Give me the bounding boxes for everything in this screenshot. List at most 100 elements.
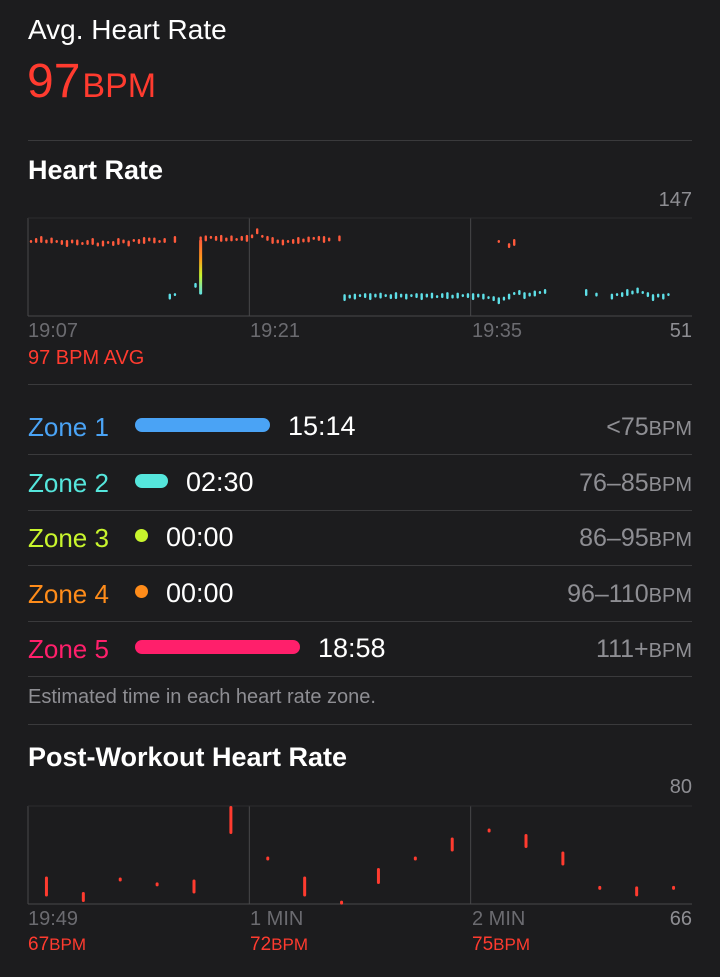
zone-name: Zone 1 (28, 412, 109, 442)
heart-rate-point (168, 293, 171, 300)
post-workout-point (118, 877, 122, 882)
post-workout-point (303, 876, 307, 897)
heart-rate-point (353, 293, 357, 300)
zones-note: Estimated time in each heart rate zone. (28, 686, 376, 708)
heart-rate-point (482, 293, 485, 300)
heart-rate-point (106, 241, 110, 244)
zone-time: 02:30 (186, 466, 254, 497)
post-workout-point (413, 856, 417, 861)
heart-rate-point (70, 239, 74, 244)
heart-rate-point (235, 237, 238, 241)
heart-rate-point (307, 236, 310, 243)
heart-rate-point (646, 292, 650, 298)
post-workout-stat: 72BPM (250, 934, 308, 955)
heart-rate-point (214, 235, 218, 241)
post-workout-stat: 67BPM (28, 934, 86, 955)
post-workout-point (155, 882, 159, 887)
heart-rate-point (584, 289, 588, 297)
heart-rate-point (302, 238, 305, 243)
heart-rate-point (225, 237, 228, 242)
heart-rate-point (405, 293, 408, 300)
zone-row: Zone 3 00:00 86–95BPM (0, 511, 720, 566)
post-workout-title: Post-Workout Heart Rate (28, 742, 348, 772)
heart-rate-point (358, 294, 362, 298)
heart-rate-point (363, 293, 367, 299)
post-workout-point (561, 851, 565, 866)
post-workout-point (672, 885, 676, 890)
heart-rate-point (34, 237, 38, 243)
heart-rate-point (456, 292, 459, 299)
heart-rate-point (327, 237, 331, 242)
zone-duration-dot (135, 584, 148, 598)
heart-rate-point (513, 239, 516, 246)
zone-duration-bar (135, 418, 270, 432)
heart-rate-point (86, 240, 89, 245)
heart-rate-point (276, 239, 279, 244)
heart-rate-point (389, 294, 393, 300)
heart-rate-point (636, 287, 639, 294)
heart-rate-point (338, 235, 341, 242)
heart-rate-point (430, 292, 434, 299)
zone-separator (28, 565, 692, 566)
heart-rate-point (441, 293, 444, 299)
zone-range: 96–110BPM (567, 579, 692, 608)
heart-rate-point (518, 290, 521, 296)
post-workout-point (266, 856, 270, 861)
heart-rate-point (204, 235, 207, 242)
avg-heart-rate-number: 97 (27, 55, 81, 108)
heart-rate-point (379, 292, 382, 299)
section-divider (28, 384, 692, 385)
avg-heart-rate-unit: BPM (82, 67, 157, 105)
zone-duration-dot (135, 529, 148, 542)
heart-rate-point (651, 294, 655, 302)
heart-rate-point (245, 234, 249, 242)
post-workout-point (229, 806, 233, 834)
zone-separator (28, 676, 692, 677)
heart-rate-point (369, 293, 372, 301)
heart-rate-point (626, 289, 629, 297)
zone-name: Zone 4 (28, 578, 109, 609)
post-workout-point (44, 876, 48, 897)
heart-rate-point (466, 293, 470, 299)
post-workout-stat: 75BPM (472, 934, 530, 955)
heart-rate-point (641, 291, 644, 295)
heart-rate-point (76, 239, 79, 246)
post-workout-point (340, 900, 344, 905)
heart-rate-point (322, 235, 326, 243)
heart-rate-point (81, 242, 84, 246)
heart-rate-point (312, 236, 315, 240)
heart-rate-point (420, 293, 423, 301)
heart-rate-point (451, 294, 454, 299)
heart-rate-point (415, 293, 418, 299)
heart-rate-point (502, 296, 506, 301)
heart-rate-point (425, 293, 429, 298)
heart-rate-point (148, 237, 151, 242)
zone-duration-bar (135, 473, 168, 488)
heart-rate-point (667, 293, 670, 297)
heart-rate-point (271, 236, 274, 244)
heart-rate-point (384, 294, 387, 298)
heart-rate-point (286, 239, 290, 243)
post-workout-y-max: 80 (669, 776, 692, 798)
heart-rate-point (410, 294, 413, 298)
heart-rate-point (50, 237, 53, 244)
zone-range: 76–85BPM (579, 468, 692, 497)
heart-rate-point (266, 235, 269, 241)
post-workout-x-tick: 1 MIN (250, 908, 304, 930)
heart-rate-x-tick: 19:07 (28, 320, 79, 342)
post-workout-point (376, 868, 380, 884)
heart-rate-point (497, 239, 500, 243)
heart-rate-point (230, 235, 233, 242)
heart-rate-point (55, 239, 58, 243)
heart-rate-point (497, 297, 500, 305)
heart-rate-point (261, 234, 264, 238)
heart-rate-point (40, 235, 43, 243)
heart-rate-point (91, 237, 94, 245)
heart-rate-point (158, 239, 161, 243)
heart-rate-point (29, 239, 33, 243)
heart-rate-point (65, 240, 69, 248)
section-divider (28, 140, 692, 141)
heart-rate-point (477, 293, 480, 298)
zone-duration-bar (135, 640, 300, 654)
